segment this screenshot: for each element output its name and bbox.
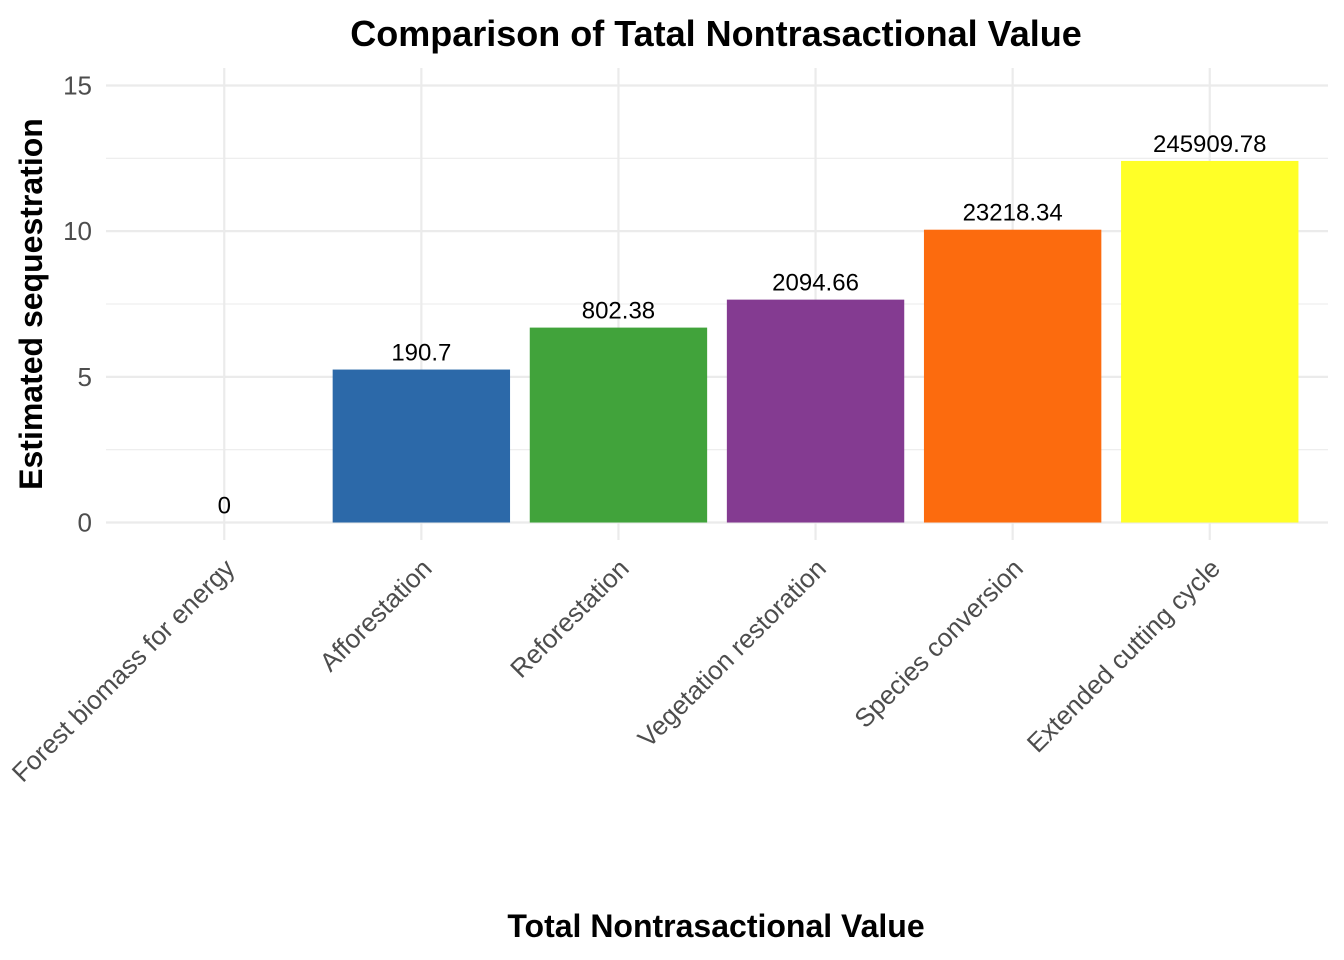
bar — [332, 369, 511, 523]
x-tick-label: Reforestation — [504, 553, 635, 684]
x-tick-label: Afforestation — [313, 553, 437, 677]
y-axis-ticks: 0 5 10 15 — [63, 70, 92, 537]
bar-value-label: 190.7 — [391, 340, 451, 367]
bar — [726, 299, 905, 523]
bar-value-label: 245909.78 — [1153, 131, 1266, 158]
y-tick-label: 5 — [78, 362, 92, 392]
chart-title: Comparison of Tatal Nontrasactional Valu… — [350, 13, 1081, 54]
x-tick-label: Species conversion — [848, 553, 1029, 734]
y-axis-title: Estimated sequestration — [13, 118, 49, 490]
bar — [529, 327, 708, 523]
bar — [923, 229, 1102, 523]
y-tick-label: 0 — [78, 508, 92, 538]
x-tick-label: Forest biomass for energy — [6, 553, 241, 788]
bar-value-label: 802.38 — [582, 298, 655, 325]
bar-value-label: 0 — [218, 493, 231, 520]
bars — [332, 160, 1299, 523]
y-tick-label: 10 — [63, 216, 92, 246]
y-tick-label: 15 — [63, 70, 92, 100]
bar — [1121, 160, 1299, 523]
x-tick-label: Extended cutting cycle — [1021, 553, 1226, 758]
x-axis-title: Total Nontrasactional Value — [507, 908, 924, 944]
bar-value-label: 23218.34 — [963, 200, 1063, 227]
bar-value-label: 2094.66 — [772, 270, 859, 297]
x-tick-label: Vegetation restoration — [632, 553, 832, 753]
data-labels: 0 190.7 802.38 2094.66 23218.34 245909.78 — [218, 131, 1267, 520]
x-axis-ticks: Forest biomass for energy Afforestation Re… — [6, 553, 1226, 788]
